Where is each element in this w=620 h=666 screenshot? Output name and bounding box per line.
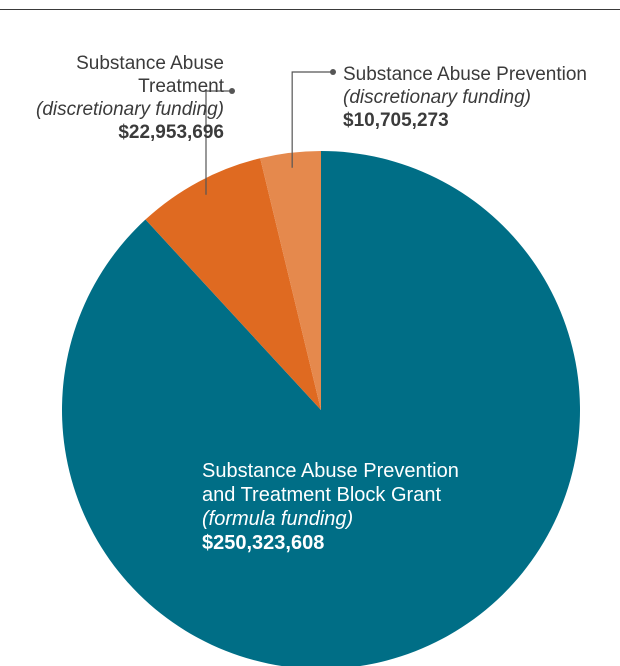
top-divider-line <box>0 9 620 10</box>
leader-dot-treatment <box>229 88 235 94</box>
prevention-slice-label: Substance Abuse Prevention (discretionar… <box>343 63 587 132</box>
treatment-name-line-1: Substance Abuse <box>76 53 224 74</box>
treatment-funding-type: (discretionary funding) <box>36 99 224 120</box>
block-grant-funding-type: (formula funding) <box>202 508 354 530</box>
leader-line-treatment <box>205 90 232 195</box>
block-grant-name-line-2: and Treatment Block Grant <box>202 484 442 506</box>
treatment-amount: $22,953,696 <box>118 122 224 143</box>
treatment-slice-label: Substance Abuse Treatment (discretionary… <box>36 52 224 144</box>
prevention-name-line-1: Substance Abuse Prevention <box>343 64 588 85</box>
pie-slice-prevention <box>260 151 321 410</box>
leader-dot-prevention <box>330 69 336 75</box>
prevention-amount: $10,705,273 <box>343 110 449 131</box>
block-grant-slice-label: Substance Abuse Prevention and Treatment… <box>202 459 459 555</box>
pie-slice-treatment <box>145 158 321 410</box>
pie-slice-block <box>62 151 580 666</box>
block-grant-name-line-1: Substance Abuse Prevention <box>202 460 459 482</box>
leader-line-prevention <box>291 71 333 168</box>
block-grant-amount: $250,323,608 <box>202 532 325 554</box>
prevention-funding-type: (discretionary funding) <box>343 87 531 108</box>
treatment-name-line-2: Treatment <box>138 76 224 97</box>
